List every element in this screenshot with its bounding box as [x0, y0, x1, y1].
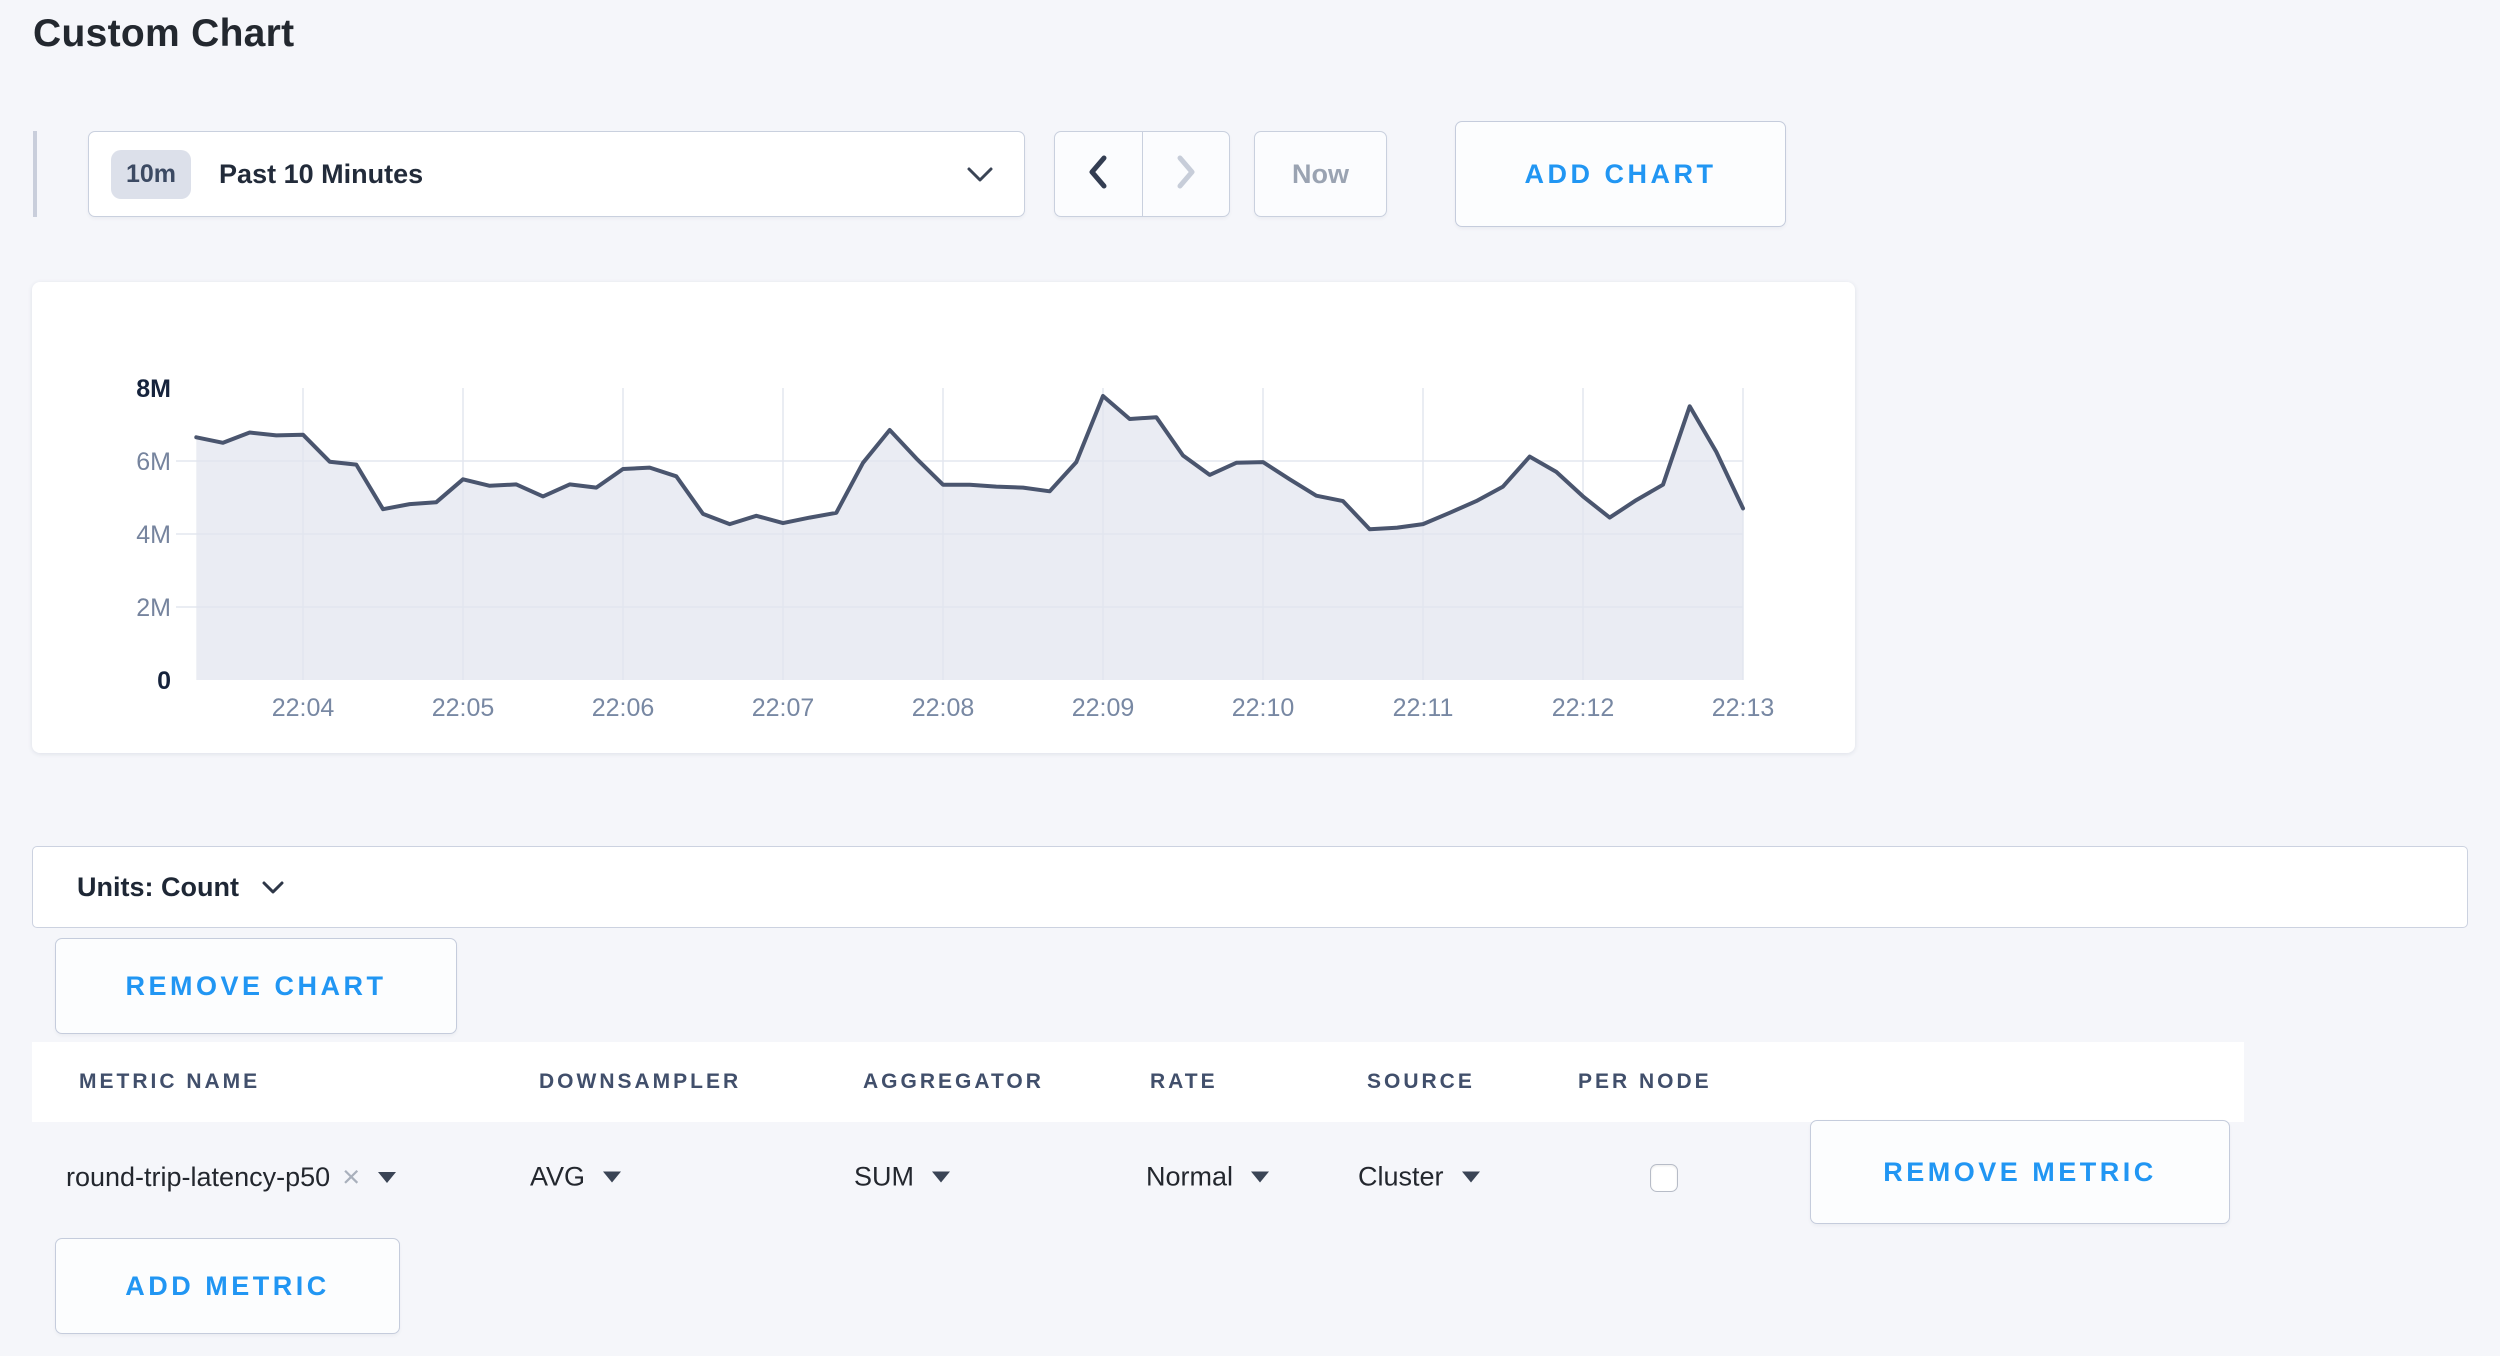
chevron-down-icon — [966, 166, 994, 183]
svg-text:22:09: 22:09 — [1072, 694, 1135, 722]
rate-dropdown[interactable]: Normal — [1146, 1161, 1270, 1193]
svg-text:22:07: 22:07 — [752, 694, 815, 722]
column-header-source: SOURCE — [1367, 1070, 1475, 1093]
now-button[interactable]: Now — [1254, 131, 1387, 217]
svg-text:22:04: 22:04 — [272, 694, 335, 722]
remove-metric-button[interactable]: REMOVE METRIC — [1810, 1120, 2230, 1224]
metric-name-dropdown[interactable]: round-trip-latency-p50 × — [66, 1159, 397, 1195]
rate-value: Normal — [1146, 1161, 1234, 1192]
close-icon[interactable]: × — [342, 1159, 361, 1194]
add-metric-button[interactable]: ADD METRIC — [55, 1238, 400, 1334]
units-dropdown[interactable]: Units: Count — [32, 846, 2468, 928]
column-header-aggregator: AGGREGATOR — [863, 1070, 1044, 1093]
metric-name-value: round-trip-latency-p50 — [66, 1161, 331, 1192]
svg-text:2M: 2M — [136, 594, 171, 622]
svg-text:22:06: 22:06 — [592, 694, 655, 722]
svg-text:22:10: 22:10 — [1232, 694, 1295, 722]
page-title: Custom Chart — [33, 12, 295, 55]
caret-down-icon — [1461, 1171, 1480, 1183]
aggregator-dropdown[interactable]: SUM — [854, 1162, 950, 1193]
column-header-downsampler: DOWNSAMPLER — [539, 1070, 742, 1093]
caret-down-icon — [932, 1171, 950, 1183]
units-label: Units: Count — [77, 871, 239, 902]
time-window-badge: 10m — [111, 149, 192, 199]
remove-chart-button[interactable]: REMOVE CHART — [55, 938, 457, 1034]
timeseries-svg: 22:04 22:05 22:06 22:07 22:08 22:09 22:10 22:11… — [136, 375, 1775, 722]
time-pager — [1054, 131, 1230, 217]
source-dropdown[interactable]: Cluster — [1358, 1162, 1480, 1193]
svg-text:22:11: 22:11 — [1393, 694, 1454, 722]
column-header-per-node: PER NODE — [1578, 1070, 1712, 1093]
timeseries-chart-card: 22:04 22:05 22:06 22:07 22:08 22:09 22:10 22:11… — [32, 282, 1855, 753]
next-time-button[interactable] — [1143, 132, 1230, 216]
per-node-checkbox[interactable] — [1650, 1164, 1678, 1192]
svg-text:22:12: 22:12 — [1552, 694, 1615, 722]
metrics-table-header: METRIC NAME DOWNSAMPLER AGGREGATOR RATE … — [32, 1042, 2244, 1122]
svg-text:22:08: 22:08 — [912, 694, 975, 722]
svg-text:22:13: 22:13 — [1712, 694, 1775, 722]
svg-text:6M: 6M — [136, 448, 171, 476]
svg-text:8M: 8M — [136, 375, 171, 403]
caret-down-icon — [603, 1171, 622, 1183]
chevron-down-icon — [261, 880, 285, 895]
svg-text:0: 0 — [157, 667, 171, 695]
chevron-right-icon — [1174, 154, 1198, 195]
time-range-dropdown[interactable]: 10m Past 10 Minutes — [88, 131, 1025, 217]
metric-table-row: round-trip-latency-p50 × AVG SUM Normal … — [32, 1120, 2468, 1232]
prev-time-button[interactable] — [1055, 132, 1143, 216]
svg-text:4M: 4M — [136, 521, 171, 549]
time-range-label: Past 10 Minutes — [219, 158, 424, 189]
aggregator-value: SUM — [854, 1161, 914, 1192]
toolbar-accent-bar — [33, 131, 37, 217]
column-header-metric-name: METRIC NAME — [79, 1070, 261, 1093]
add-chart-button[interactable]: ADD CHART — [1455, 121, 1786, 227]
caret-down-icon — [378, 1171, 397, 1183]
chevron-left-icon — [1086, 154, 1110, 195]
svg-text:22:05: 22:05 — [432, 694, 495, 722]
downsampler-value: AVG — [530, 1161, 586, 1192]
caret-down-icon — [1251, 1171, 1270, 1183]
source-value: Cluster — [1358, 1161, 1444, 1192]
downsampler-dropdown[interactable]: AVG — [530, 1161, 622, 1193]
column-header-rate: RATE — [1150, 1070, 1218, 1093]
